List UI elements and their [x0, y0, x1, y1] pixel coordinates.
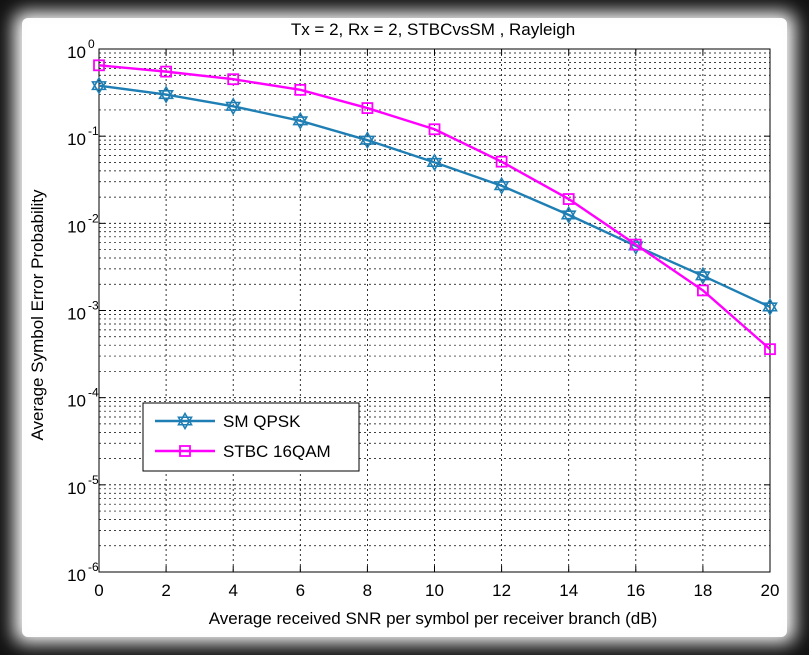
legend-entry: STBC 16QAM	[155, 442, 331, 461]
series-line	[98, 64, 771, 351]
y-tick-label: 10 -5	[67, 473, 99, 498]
y-tick-label-base: 10	[67, 130, 86, 149]
figure-panel	[22, 18, 787, 637]
y-tick-label: 10 -1	[67, 124, 99, 149]
x-tick-label: 2	[161, 581, 170, 600]
series-point	[359, 131, 376, 150]
series-point	[93, 59, 105, 72]
legend: SM QPSK STBC 16QAM	[142, 402, 360, 472]
y-tick-label-exponent: -3	[88, 299, 99, 313]
y-tick-label-base: 10	[67, 479, 86, 498]
x-tick-label: 20	[761, 581, 780, 600]
series-point	[495, 155, 508, 168]
y-tick-label: 10 -2	[67, 211, 99, 236]
series-layer	[91, 59, 778, 356]
series-point	[695, 266, 711, 285]
y-tick-label-exponent: -1	[88, 124, 99, 138]
series-point	[762, 297, 778, 316]
x-tick-label: 0	[94, 581, 103, 600]
y-tick-label-base: 10	[67, 217, 86, 236]
series-0	[91, 76, 778, 316]
x-tick-label: 14	[559, 581, 578, 600]
y-tick-label-exponent: -2	[88, 211, 99, 225]
series-1	[93, 59, 776, 356]
series-point	[764, 343, 776, 356]
series-point	[562, 193, 575, 205]
x-tick-label: 6	[296, 581, 305, 600]
x-axis-label: Average received SNR per symbol per rece…	[209, 609, 658, 628]
legend-box	[142, 402, 360, 472]
y-tick-label-exponent: -4	[88, 386, 99, 400]
x-tick-label: 12	[492, 581, 511, 600]
x-tick-label: 16	[626, 581, 645, 600]
series-point	[225, 97, 242, 116]
chart-title: Tx = 2, Rx = 2, STBCvsSM , Rayleigh	[291, 20, 575, 39]
legend-entries: SM QPSK STBC 16QAM	[155, 411, 331, 461]
legend-entry: SM QPSK	[155, 411, 301, 431]
series-line	[98, 84, 771, 308]
x-tick-label: 8	[363, 581, 372, 600]
legend-marker	[177, 411, 193, 431]
legend-label: SM QPSK	[223, 412, 301, 431]
series-point	[158, 85, 174, 104]
series-point	[227, 73, 240, 86]
series-point	[629, 238, 642, 251]
y-tick-label-exponent: -6	[88, 560, 99, 574]
series-point	[428, 123, 441, 136]
series-point	[294, 83, 307, 96]
y-tick-label: 10 -4	[67, 386, 99, 411]
x-tick-label: 18	[693, 581, 712, 600]
series-point	[361, 102, 374, 114]
series-point	[493, 176, 510, 195]
series-point	[91, 76, 107, 95]
series-point	[426, 153, 443, 172]
legend-marker	[179, 445, 191, 457]
y-tick-label-base: 10	[67, 305, 86, 324]
series-point	[292, 111, 309, 130]
series-point	[160, 65, 173, 78]
y-tick-label-exponent: 0	[88, 37, 95, 51]
series-point	[697, 284, 709, 297]
y-tick-label: 10 -3	[67, 299, 99, 324]
legend-label: STBC 16QAM	[223, 442, 331, 461]
y-tick-label-base: 10	[67, 392, 86, 411]
series-point	[560, 205, 577, 224]
y-tick-label: 10 0	[67, 37, 95, 62]
y-tick-label: 10 -6	[67, 560, 99, 585]
x-tick-label: 10	[425, 581, 444, 600]
y-tick-label-exponent: -5	[88, 473, 99, 487]
y-axis-label: Average Symbol Error Probability	[28, 189, 47, 441]
y-tick-label-base: 10	[67, 43, 86, 62]
x-tick-label: 4	[228, 581, 237, 600]
y-tick-label-base: 10	[67, 566, 86, 585]
